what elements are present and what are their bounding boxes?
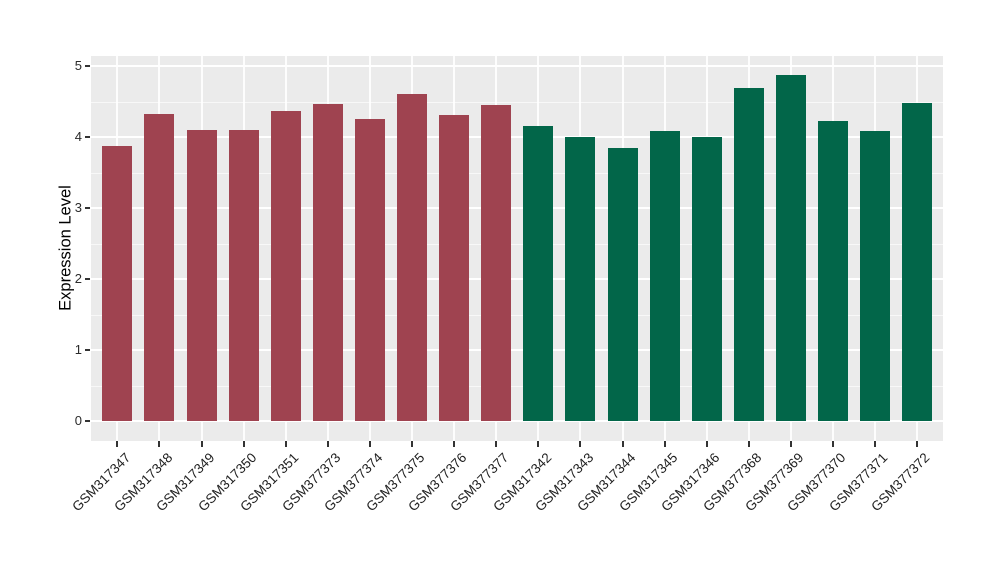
bar-gsm317342 [523,125,554,421]
y-tick-label: 0 [74,413,82,428]
y-tick-mark [85,349,90,351]
bar-gsm377369 [775,75,806,421]
bar-gsm377376 [439,114,470,421]
plot-panel [91,56,943,441]
major-gridline-y [91,207,943,209]
bar-gsm317347 [102,145,133,421]
x-tick-mark [158,441,161,447]
major-gridline-y [91,136,943,138]
y-tick-label: 3 [74,200,82,215]
bar-gsm317348 [144,113,175,421]
y-tick-mark [85,207,90,209]
bar-gsm317351 [270,111,301,421]
x-tick-mark [537,441,540,447]
x-tick-mark [326,441,329,447]
minor-gridline-y [91,314,943,316]
bar-gsm377370 [818,121,848,421]
y-tick-mark [85,136,90,138]
minor-gridline-y [91,385,943,387]
x-tick-mark [579,441,582,447]
major-gridline-y [91,278,943,280]
x-tick-mark [284,441,287,447]
x-tick-mark [621,441,624,447]
minor-gridline-y [91,172,943,174]
bar-gsm377374 [354,119,385,421]
bar-gsm317344 [607,147,638,421]
bar-gsm377377 [481,105,512,421]
y-tick-mark [85,278,90,280]
x-tick-mark [453,441,456,447]
major-gridline-y [91,420,943,422]
x-tick-mark [832,441,834,447]
bar-gsm317350 [228,129,259,421]
x-tick-mark [116,441,119,447]
x-tick-mark [368,441,371,447]
x-tick-mark [663,441,666,447]
x-tick-mark [747,441,750,447]
bar-gsm317345 [649,131,680,421]
y-tick-label: 4 [74,129,82,144]
bar-gsm377373 [312,104,343,421]
y-tick-label: 2 [74,271,82,286]
y-tick-label: 5 [74,58,82,73]
x-tick-mark [874,441,877,447]
bar-gsm317346 [691,137,722,421]
bar-gsm317343 [565,137,596,421]
x-tick-mark [200,441,203,447]
bar-gsm377375 [397,94,427,421]
bar-gsm377371 [860,131,891,421]
y-tick-mark [85,420,90,422]
x-tick-mark [789,441,792,447]
x-tick-mark [495,441,498,447]
minor-gridline-y [91,101,943,103]
y-tick-mark [85,65,90,67]
major-gridline-y [91,65,943,67]
x-tick-mark [916,441,919,447]
minor-gridline-y [91,243,943,245]
y-tick-label: 1 [74,342,82,357]
x-tick-mark [411,441,413,447]
bar-gsm317349 [186,129,217,421]
bar-gsm377368 [733,88,764,421]
bar-gsm377372 [902,102,933,421]
major-gridline-y [91,349,943,351]
x-tick-mark [242,441,245,447]
x-tick-mark [705,441,708,447]
